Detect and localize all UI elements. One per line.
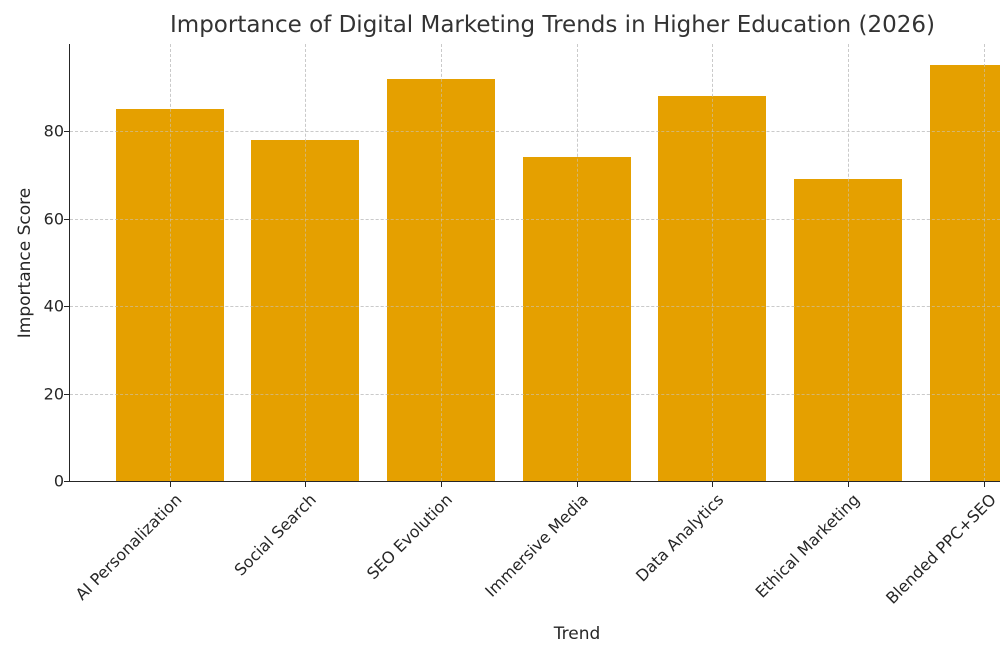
y-tick-label: 60: [43, 209, 64, 228]
grid-line-vertical: [848, 44, 849, 481]
x-tick-label: Ethical Marketing: [751, 490, 864, 602]
grid-line-horizontal: [70, 131, 1000, 132]
grid-line-vertical: [576, 44, 578, 481]
y-tick-mark: [64, 306, 69, 307]
y-tick-label: 0: [53, 471, 64, 491]
x-tick-mark: [440, 482, 442, 487]
x-tick-mark: [305, 482, 307, 487]
grid-line-vertical: [169, 44, 171, 481]
chart-title: Importance of Digital Marketing Trends i…: [170, 12, 936, 38]
y-tick-label: 20: [43, 384, 64, 403]
grid-line-vertical: [712, 44, 714, 481]
y-axis-label: Importance Score: [15, 187, 35, 339]
grid-line-horizontal: [70, 393, 1000, 395]
x-tick-mark: [712, 482, 714, 487]
y-tick-mark: [64, 393, 69, 395]
grid-line-horizontal: [70, 306, 1000, 307]
y-tick-label: 40: [43, 296, 64, 316]
x-tick-mark: [983, 482, 985, 487]
x-tick-label: Immersive Media: [480, 490, 592, 601]
y-axis-line: [69, 44, 70, 482]
y-tick-mark: [64, 131, 69, 132]
y-tick-mark: [64, 218, 69, 220]
x-tick-label: Social Search: [230, 490, 321, 580]
grid-line-horizontal: [70, 218, 1000, 220]
x-tick-mark: [848, 482, 849, 487]
x-tick-label: Blended PPC+SEO: [881, 490, 1000, 608]
x-tick-label: AI Personalization: [71, 490, 185, 604]
x-tick-mark: [169, 482, 171, 487]
x-axis-line: [69, 481, 1000, 482]
x-tick-mark: [576, 482, 578, 487]
x-axis-label: Trend: [553, 624, 601, 644]
grid-line-vertical: [305, 44, 307, 481]
x-tick-label: SEO Evolution: [362, 490, 456, 584]
grid-line-vertical: [983, 44, 985, 481]
y-tick-mark: [64, 481, 69, 482]
y-tick-label: 80: [43, 121, 64, 141]
grid-line-vertical: [440, 44, 442, 481]
bar: [929, 65, 1000, 481]
x-tick-label: Data Analytics: [632, 490, 728, 586]
